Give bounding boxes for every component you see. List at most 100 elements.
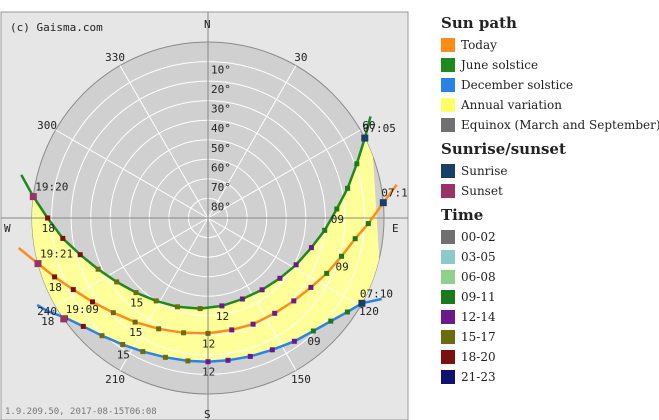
legend-title-sun-path: Sun path xyxy=(441,14,659,32)
azimuth-label: 120 xyxy=(359,305,379,318)
hour-marker xyxy=(260,287,265,292)
legend-time-item: 09-11 xyxy=(441,287,659,307)
legend-sun-path-label: Equinox (March and September) xyxy=(461,118,659,132)
hour-marker xyxy=(339,254,344,259)
hour-marker xyxy=(175,304,180,309)
hour-label: 18 xyxy=(41,315,54,328)
today-sunrise-time: 07:1 xyxy=(381,187,408,200)
legend-sun-path-swatch xyxy=(441,38,455,52)
legend-sunrise-sunset-item: Sunset xyxy=(441,181,659,201)
hour-marker xyxy=(345,186,350,191)
altitude-label: 50° xyxy=(211,142,231,155)
hour-marker xyxy=(185,358,190,363)
hour-label: 15 xyxy=(130,297,143,310)
legend-time-item: 00-02 xyxy=(441,227,659,247)
hour-marker xyxy=(206,359,211,364)
altitude-label: 30° xyxy=(211,103,231,116)
hour-label: 12 xyxy=(216,310,229,323)
hour-marker xyxy=(366,221,371,226)
azimuth-label: 150 xyxy=(291,373,311,386)
hour-marker xyxy=(154,298,159,303)
legend-time-label: 18-20 xyxy=(461,350,496,364)
legend-time-swatch xyxy=(441,290,455,304)
june-solstice-sunset-time: 19:20 xyxy=(35,181,68,194)
hour-marker xyxy=(100,333,105,338)
legend-time-swatch xyxy=(441,350,455,364)
hour-marker xyxy=(163,355,168,360)
altitude-label: 20° xyxy=(211,83,231,96)
hour-label: 18 xyxy=(42,222,55,235)
hour-marker xyxy=(277,276,282,281)
december-solstice-sunrise-time: 07:10 xyxy=(360,287,393,300)
hour-marker xyxy=(60,236,65,241)
legend-time-item: 15-17 xyxy=(441,327,659,347)
altitude-label: 70° xyxy=(211,181,231,194)
hour-marker xyxy=(134,290,139,295)
legend-time-label: 12-14 xyxy=(461,310,496,324)
legend-sun-path-item: Today xyxy=(441,35,659,55)
hour-marker xyxy=(96,267,101,272)
hour-marker xyxy=(272,311,277,316)
legend-time-swatch xyxy=(441,250,455,264)
hour-marker xyxy=(270,347,275,352)
hour-marker xyxy=(219,303,224,308)
legend-title-time: Time xyxy=(441,206,659,224)
legend: Sun path Today June solstice December sols… xyxy=(441,14,659,392)
hour-marker xyxy=(120,342,125,347)
today-sunset-marker xyxy=(35,260,42,267)
june-solstice-sunrise-time: 07:05 xyxy=(363,122,396,135)
direction-south: S xyxy=(204,408,211,420)
hour-marker xyxy=(291,298,296,303)
legend-time-swatch xyxy=(441,330,455,344)
hour-marker xyxy=(240,297,245,302)
legend-time-label: 03-05 xyxy=(461,250,496,264)
legend-sun-path-swatch xyxy=(441,118,455,132)
legend-sun-path-item: Equinox (March and September) xyxy=(441,115,659,135)
hour-marker xyxy=(292,339,297,344)
legend-time-item: 18-20 xyxy=(441,347,659,367)
legend-time-label: 21-23 xyxy=(461,370,496,384)
hour-marker xyxy=(156,326,161,331)
hour-label: 12 xyxy=(202,366,215,379)
legend-time-swatch xyxy=(441,230,455,244)
direction-west: W xyxy=(4,222,11,235)
legend-time-label: 00-02 xyxy=(461,230,496,244)
hour-label: 15 xyxy=(129,326,142,339)
altitude-label: 80° xyxy=(211,200,231,213)
legend-time-item: 06-08 xyxy=(441,267,659,287)
copyright-text: (c) Gaisma.com xyxy=(10,21,103,34)
legend-sun-path-item: June solstice xyxy=(441,55,659,75)
hour-label: 09 xyxy=(336,260,349,273)
hour-marker xyxy=(328,319,333,324)
hour-marker xyxy=(198,306,203,311)
legend-sun-path-item: December solstice xyxy=(441,75,659,95)
legend-time-swatch xyxy=(441,310,455,324)
hour-marker xyxy=(353,236,358,241)
hour-marker xyxy=(354,161,359,166)
hour-label: 12 xyxy=(202,337,215,350)
hour-marker xyxy=(345,310,350,315)
legend-sunrise-sunset-label: Sunset xyxy=(461,184,503,198)
legend-sun-path-swatch xyxy=(441,98,455,112)
legend-sun-path: Sun path Today June solstice December sols… xyxy=(441,14,659,135)
today-sunset-time: 19:21 xyxy=(40,248,73,261)
hour-marker xyxy=(114,279,119,284)
legend-time-swatch xyxy=(441,270,455,284)
altitude-label: 40° xyxy=(211,122,231,135)
legend-title-sunrise-sunset: Sunrise/sunset xyxy=(441,140,659,158)
hour-marker xyxy=(311,329,316,334)
hour-marker xyxy=(229,327,234,332)
hour-marker xyxy=(71,287,76,292)
today-sunrise-marker xyxy=(380,199,387,206)
legend-time-label: 09-11 xyxy=(461,290,496,304)
legend-sun-path-label: Today xyxy=(461,38,497,52)
june-solstice-sunrise-marker xyxy=(361,135,368,142)
hour-marker xyxy=(81,324,86,329)
legend-time-swatch xyxy=(441,370,455,384)
hour-marker xyxy=(111,310,116,315)
hour-marker xyxy=(334,207,339,212)
direction-east: E xyxy=(392,222,399,235)
legend-sun-path-item: Annual variation xyxy=(441,95,659,115)
legend-time-item: 12-14 xyxy=(441,307,659,327)
sun-path-chart: 10° 20° 30° 40° 50° 60° 70° 80° 330 30 300 60 240 120… xyxy=(0,0,410,420)
